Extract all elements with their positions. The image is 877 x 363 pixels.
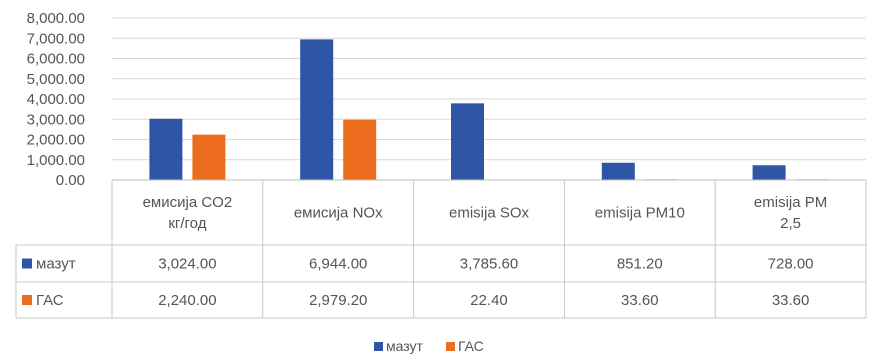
category-label: емисија CO2	[143, 194, 233, 211]
y-tick-label: 1,000.00	[27, 152, 85, 169]
series-name: ГАС	[36, 292, 64, 309]
legend: мазут ГАС	[374, 338, 484, 354]
data-value: 33.60	[772, 292, 810, 309]
bar-mazut	[752, 165, 786, 180]
data-table: емисија CO2 кг/год емисија NOx emisija SOx e…	[15, 179, 867, 319]
bar-gas	[192, 134, 226, 180]
y-tick-label: 5,000.00	[27, 71, 85, 88]
gridlines	[112, 17, 866, 161]
legend-swatch	[374, 342, 383, 351]
category-label: emisija PM	[754, 194, 827, 211]
bar-gas	[343, 119, 377, 180]
legend-swatch	[446, 342, 455, 351]
category-label: emisija PM10	[595, 205, 685, 222]
row-legend-swatch	[22, 295, 32, 305]
y-tick-label: 7,000.00	[27, 30, 85, 47]
category-label: кг/год	[168, 215, 206, 232]
y-tick-label: 4,000.00	[27, 91, 85, 108]
bar-mazut	[300, 39, 334, 180]
data-value: 728.00	[768, 256, 814, 273]
bar-mazut	[451, 103, 484, 180]
y-tick-label: 2,000.00	[27, 132, 85, 149]
y-tick-label: 3,000.00	[27, 111, 85, 128]
legend-label: ГАС	[458, 338, 484, 354]
data-value: 3,024.00	[158, 256, 216, 273]
data-value: 2,240.00	[158, 292, 216, 309]
data-value: 2,979.20	[309, 292, 367, 309]
data-value: 6,944.00	[309, 256, 367, 273]
y-tick-label: 0.00	[56, 172, 85, 189]
y-tick-label: 6,000.00	[27, 51, 85, 68]
bar-mazut	[149, 118, 183, 180]
data-value: 851.20	[617, 256, 663, 273]
data-value: 33.60	[621, 292, 659, 309]
legend-label: мазут	[386, 338, 424, 354]
y-tick-label: 8,000.00	[27, 10, 85, 27]
category-label: емисија NOx	[294, 205, 383, 222]
category-label: emisija SOx	[449, 205, 530, 222]
bar-mazut	[601, 162, 635, 180]
category-label: 2,5	[780, 215, 801, 232]
y-axis-tick-labels: 0.00 1,000.00 2,000.00 3,000.00 4,000.00 5,00…	[27, 10, 85, 189]
bars	[149, 39, 829, 180]
row-legend-swatch	[22, 258, 32, 269]
data-value: 3,785.60	[460, 256, 518, 273]
series-name: мазут	[36, 256, 76, 273]
data-value: 22.40	[470, 292, 508, 309]
